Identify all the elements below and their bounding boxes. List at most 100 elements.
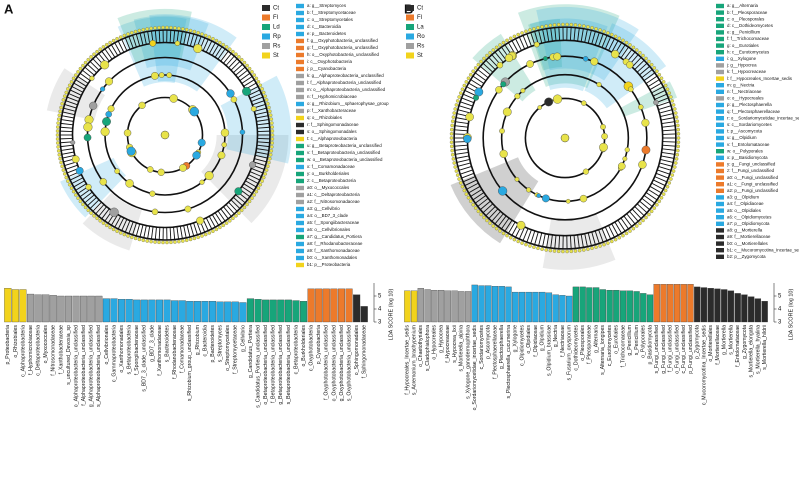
clade-branch xyxy=(659,109,673,114)
clade-branch xyxy=(89,61,100,71)
group-label: Fl xyxy=(417,15,422,21)
taxon-swatch xyxy=(296,52,304,58)
bar xyxy=(633,291,640,323)
clade-leaf xyxy=(261,175,266,180)
clade-branch xyxy=(647,189,660,197)
clade-leaf xyxy=(450,119,455,124)
clade-leaf xyxy=(242,205,247,210)
clade-leaf xyxy=(661,192,666,196)
clade-leaf xyxy=(672,165,677,169)
clade-branch xyxy=(179,226,183,239)
group-swatch xyxy=(262,5,270,11)
bar xyxy=(586,287,593,323)
taxon-swatch xyxy=(296,129,304,135)
bar-label: f_Plectosphaerellaceae xyxy=(492,325,498,379)
clade-node xyxy=(107,105,115,113)
group-swatch xyxy=(262,24,270,30)
clade-branch xyxy=(494,213,504,225)
taxon-label: b2: p__Zygomycota xyxy=(727,254,766,259)
taxon-swatch xyxy=(716,83,724,88)
clade-branch xyxy=(186,32,191,46)
clade-leaf xyxy=(61,168,66,172)
clade-leaf xyxy=(56,117,61,121)
clade-leaf xyxy=(602,242,606,247)
clade-branch xyxy=(623,215,633,227)
clade-node xyxy=(627,86,634,93)
bar xyxy=(193,301,201,323)
group-swatch xyxy=(406,43,414,49)
taxon-swatch xyxy=(716,182,724,187)
clade-leaf xyxy=(452,111,457,115)
clade-branch xyxy=(558,235,561,249)
clade-leaf xyxy=(214,227,219,232)
taxon-label: k: g__Alphaproteobacteria_unclassified xyxy=(307,73,384,78)
clade-leaf xyxy=(548,248,553,253)
clade-branch xyxy=(587,30,592,44)
bar xyxy=(404,290,411,323)
clade-node xyxy=(149,190,156,197)
clade-branch xyxy=(538,30,543,44)
clade-leaf xyxy=(540,247,544,251)
clade-node xyxy=(114,168,120,174)
clade-branch xyxy=(101,50,110,62)
clade-branch xyxy=(117,40,125,53)
clade-leaf xyxy=(613,237,618,242)
bar xyxy=(246,298,254,323)
clade-leaf xyxy=(203,232,208,237)
clade-branch xyxy=(497,49,507,61)
clade-leaf xyxy=(133,29,138,34)
taxon-label: z: c__Betaproteobacteria xyxy=(307,178,356,183)
bar-label: f_Betaproteobacteria_unclassified xyxy=(271,325,277,403)
clade-leaf xyxy=(488,221,492,226)
bar xyxy=(330,288,338,323)
clade-branch xyxy=(634,60,645,70)
clade-branch xyxy=(248,174,261,181)
clade-leaf xyxy=(61,98,66,102)
taxon-swatch xyxy=(296,31,304,37)
bar-label: f_Comamonadaceae xyxy=(180,325,186,373)
clade-leaf xyxy=(184,27,189,32)
clade-branch xyxy=(101,208,110,220)
clade-branch xyxy=(488,57,499,68)
clade-leaf xyxy=(126,234,130,238)
bar-label: s_Mortierella_alpina xyxy=(459,325,465,372)
clade-branch xyxy=(241,186,253,194)
bar-label: c_Deltaproteobacteria xyxy=(36,325,42,376)
clade-branch xyxy=(631,208,642,219)
bar xyxy=(95,295,103,323)
taxon-swatch xyxy=(296,178,304,184)
clade-node xyxy=(465,112,474,122)
clade-leaf xyxy=(544,248,548,252)
clade-leaf xyxy=(252,73,256,77)
clade-branch xyxy=(601,35,608,48)
clade-leaf xyxy=(104,223,109,228)
bar-label: g_Candidatus_Portiera xyxy=(248,325,254,378)
taxon-swatch xyxy=(716,43,724,48)
clade-leaf xyxy=(454,103,459,107)
clade-highlight xyxy=(619,81,678,118)
clade-leaf xyxy=(108,40,112,45)
clade-branch xyxy=(135,223,141,237)
taxon-label: e: g__Penicillium xyxy=(727,30,761,35)
clade-leaf xyxy=(450,144,454,149)
clade-branch xyxy=(504,219,513,232)
taxon-swatch xyxy=(296,150,304,156)
taxon-label: l: f__Hypocreales_Incertae_sedis xyxy=(727,76,793,81)
clade-branch xyxy=(249,93,262,99)
clade-leaf xyxy=(573,249,578,253)
bar-label: s_Cladophialophora xyxy=(425,325,431,371)
clade-leaf xyxy=(491,224,496,228)
clade-leaf xyxy=(165,25,169,30)
taxon-label: a2: p__Fungi_unclassified xyxy=(727,188,779,193)
clade-branch xyxy=(550,27,553,42)
clade-branch xyxy=(208,216,216,228)
clade-leaf xyxy=(473,66,478,70)
clade-branch xyxy=(61,119,74,122)
clade-branch xyxy=(77,76,89,84)
clade-leaf xyxy=(118,231,123,235)
taxon-swatch xyxy=(296,87,304,93)
clade-branch xyxy=(608,38,615,51)
taxon-label: o: g__Rhizobium__sphaerophysae_group xyxy=(307,101,389,106)
taxon-swatch xyxy=(716,234,724,240)
clade-leaf xyxy=(192,236,197,241)
